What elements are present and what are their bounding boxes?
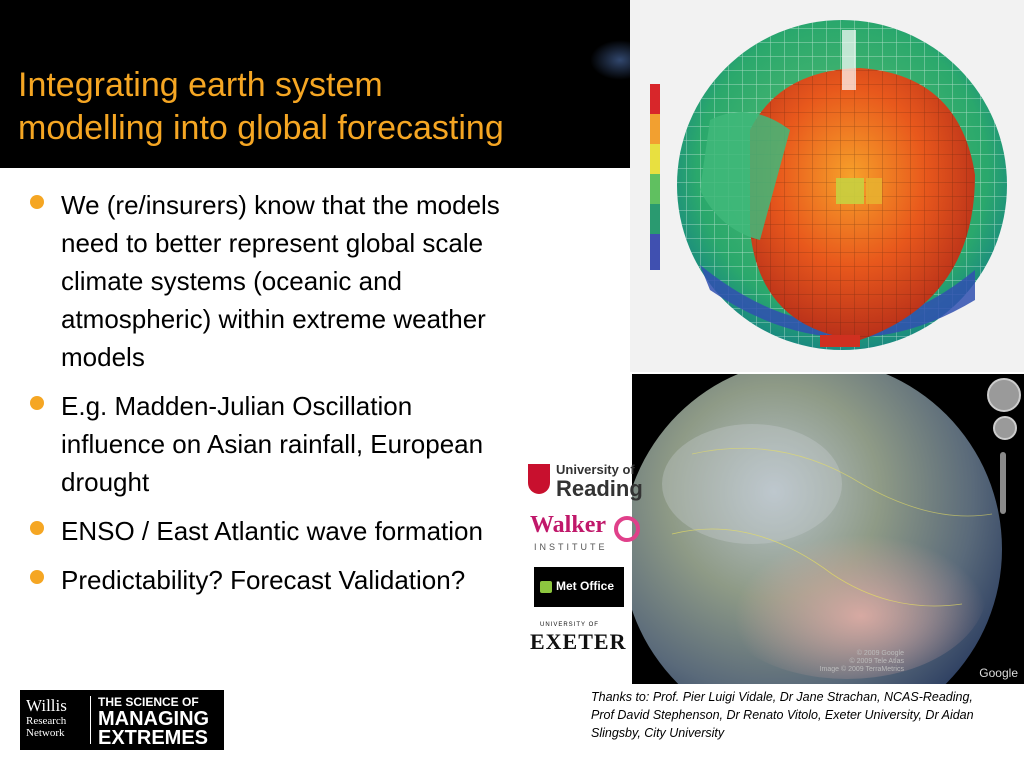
light-streak — [590, 40, 630, 80]
exeter-name: EXETER — [530, 629, 627, 654]
acknowledgement-text: Thanks to: Prof. Pier Luigi Vidale, Dr J… — [591, 690, 974, 740]
bullet-text: We (re/insurers) know that the models ne… — [61, 190, 500, 372]
model-globe-graphic — [650, 20, 1007, 350]
slide-title: Integrating earth system modelling into … — [18, 66, 504, 147]
uor-line1: University of — [556, 462, 635, 477]
exeter-top: UNIVERSITY OF — [540, 622, 599, 628]
met-office-mark-icon — [540, 581, 552, 593]
bullet-list: We (re/insurers) know that the models ne… — [30, 186, 520, 610]
globe-graphic — [632, 374, 1002, 684]
science-line2: MANAGING — [98, 708, 210, 730]
bullet-item: ENSO / East Atlantic wave formation — [30, 512, 520, 550]
pan-control-icon[interactable] — [993, 416, 1017, 440]
bullet-text: E.g. Madden-Julian Oscillation influence… — [61, 391, 484, 497]
reading-crest-icon — [528, 464, 550, 494]
willis-research-network-logo: Willis Research Network THE SCIENCE OF M… — [20, 690, 224, 750]
uor-line2: Reading — [556, 476, 643, 501]
willis-line2: Research — [26, 715, 67, 727]
imagery-credits: © 2009 Google © 2009 Tele Atlas Image © … — [819, 650, 904, 673]
google-attribution: Google — [979, 666, 1018, 680]
bullet-dot-icon — [30, 195, 44, 209]
earth-globe-view[interactable]: © 2009 Google © 2009 Tele Atlas Image © … — [632, 374, 1024, 684]
met-office-name: Met Office — [556, 579, 615, 593]
met-office-logo: Met Office — [534, 567, 624, 607]
university-of-reading-logo: University of Reading — [528, 462, 643, 502]
bullet-dot-icon — [30, 570, 44, 584]
earth-model-figure — [630, 0, 1024, 372]
title-banner: Integrating earth system modelling into … — [0, 0, 630, 168]
bullet-item: Predictability? Forecast Validation? — [30, 561, 520, 599]
willis-line3: Network — [26, 727, 65, 739]
bullet-text: Predictability? Forecast Validation? — [61, 565, 466, 595]
walker-flower-icon — [614, 516, 640, 542]
willis-wordmark: Willis Research Network — [26, 696, 84, 739]
logo-divider — [90, 696, 91, 744]
bullet-dot-icon — [30, 396, 44, 410]
zoom-slider-icon[interactable] — [1000, 452, 1006, 514]
bullet-item: E.g. Madden-Julian Oscillation influence… — [30, 387, 520, 501]
bullet-dot-icon — [30, 521, 44, 535]
navigation-compass-icon[interactable] — [987, 378, 1021, 412]
willis-line1: Willis — [26, 696, 67, 715]
walker-name: Walker — [530, 512, 606, 538]
walker-institute-logo: Walker INSTITUTE — [528, 512, 642, 554]
university-of-exeter-logo: UNIVERSITY OF EXETER — [530, 620, 625, 660]
bullet-item: We (re/insurers) know that the models ne… — [30, 186, 520, 376]
walker-sub: INSTITUTE — [534, 542, 608, 552]
science-of-managing-extremes: THE SCIENCE OF MANAGING EXTREMES — [98, 694, 209, 748]
bullet-text: ENSO / East Atlantic wave formation — [61, 516, 483, 546]
science-line3: EXTREMES — [98, 727, 209, 749]
science-line1: THE SCIENCE OF — [98, 695, 199, 709]
